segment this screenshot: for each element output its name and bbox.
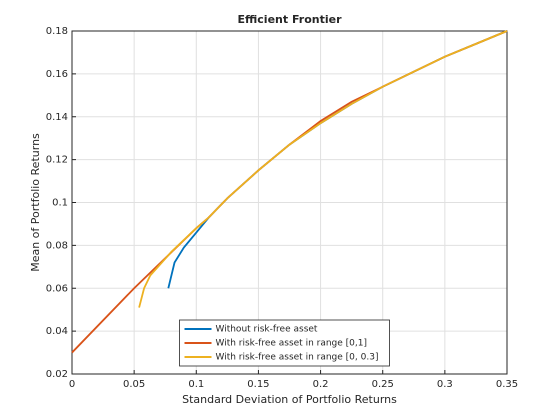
y-tick-label: 0.16	[46, 69, 68, 80]
y-tick-label: 0.06	[46, 283, 68, 294]
y-tick-label: 0.18	[46, 26, 68, 37]
x-tick-label: 0.35	[496, 379, 518, 390]
y-tick-label: 0.12	[46, 155, 68, 166]
legend-box	[179, 319, 390, 367]
x-tick-label: 0.1	[188, 379, 204, 390]
x-tick-label: 0.15	[247, 379, 269, 390]
x-tick-label: 0.3	[437, 379, 453, 390]
x-tick-label: 0	[69, 379, 75, 390]
y-tick-label: 0.08	[46, 240, 68, 251]
x-tick-label: 0.05	[123, 379, 145, 390]
legend-label: With risk-free asset in range [0, 0.3]	[216, 353, 379, 363]
x-axis-label: Standard Deviation of Portfolio Returns	[182, 393, 397, 406]
x-tick-label: 0.25	[372, 379, 394, 390]
series-line	[138, 30, 508, 308]
legend-label: Without risk-free asset	[216, 325, 318, 335]
y-tick-label: 0.1	[52, 198, 68, 209]
axes-box	[71, 30, 508, 375]
y-axis-label: Mean of Portfolio Returns	[29, 133, 42, 272]
y-tick-label: 0.02	[46, 369, 68, 380]
legend-label: With risk-free asset in range [0,1]	[216, 339, 368, 349]
y-tick-label: 0.04	[46, 326, 68, 337]
y-tick-label: 0.14	[46, 112, 68, 123]
chart-title: Efficient Frontier	[238, 13, 343, 26]
x-tick-label: 0.2	[313, 379, 329, 390]
